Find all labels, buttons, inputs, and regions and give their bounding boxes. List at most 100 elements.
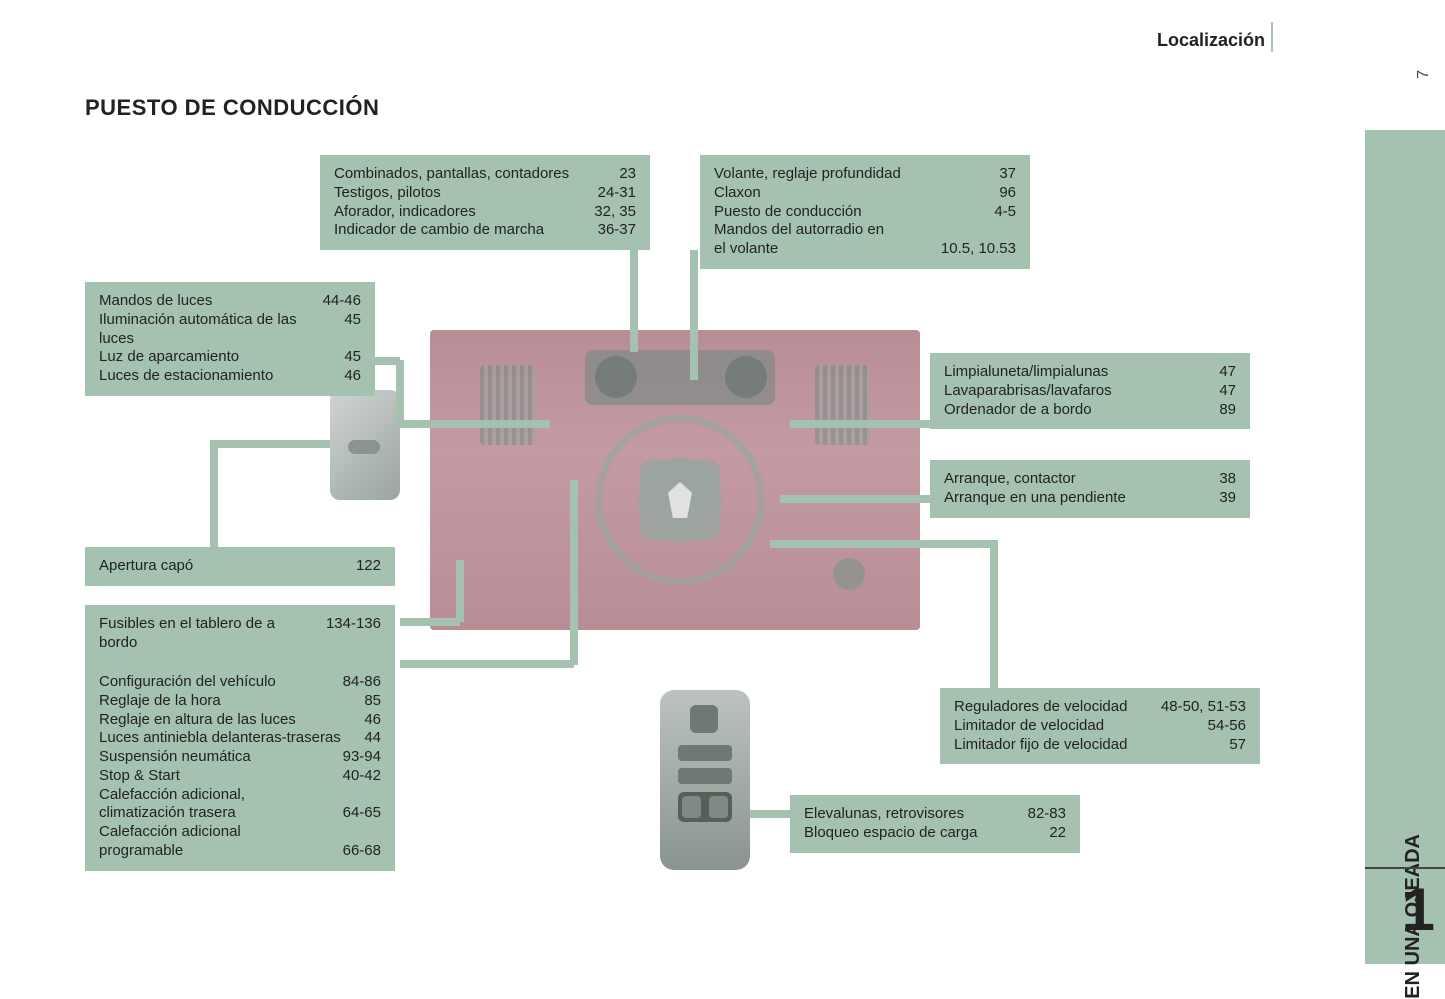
callout-label: Indicador de cambio de marcha [334, 221, 582, 240]
callout-label: Iluminación automática de las luces [99, 311, 328, 349]
callout-label: Mandos del autorradio en [714, 221, 1000, 240]
callout-row: Volante, reglaje profundidad 37 [714, 165, 1016, 184]
callout-pages: 66-68 [343, 842, 381, 861]
callout-row: Indicador de cambio de marcha 36-37 [334, 221, 636, 240]
callout-pages: 134-136 [326, 615, 381, 653]
callout-lights: Mandos de luces 44-46Iluminación automáti… [85, 282, 375, 396]
callout-pages: 10.5, 10.53 [941, 240, 1016, 259]
chapter-number: 1 [1402, 875, 1435, 944]
callout-label: Puesto de conducción [714, 203, 978, 222]
callout-pages: 37 [999, 165, 1016, 184]
callout-pages: 24-31 [598, 184, 636, 203]
callout-pages: 122 [356, 557, 381, 576]
callout-label: Limitador de velocidad [954, 717, 1192, 736]
dashboard-image [430, 330, 920, 630]
callout-label: Limitador fijo de velocidad [954, 736, 1213, 755]
callout-row: Aforador, indicadores32, 35 [334, 203, 636, 222]
connector [570, 480, 578, 665]
callout-label: Fusibles en el tablero de a bordo [99, 615, 310, 653]
connector [790, 420, 930, 428]
callout-pages: 39 [1219, 489, 1236, 508]
callout-row: climatización trasera64-65 [99, 804, 381, 823]
callout-label: Claxon [714, 184, 983, 203]
bonnet-handle-image [330, 390, 400, 500]
callout-label: Calefacción adicional, [99, 786, 365, 805]
callout-pages: 47 [1219, 363, 1236, 382]
connector [780, 495, 930, 503]
callout-pages: 45 [344, 348, 361, 367]
callout-label: Arranque, contactor [944, 470, 1203, 489]
callout-row: Configuración del vehículo84-86 [99, 673, 381, 692]
callout-label: el volante [714, 240, 925, 259]
callout-label: Lavaparabrisas/lavafaros [944, 382, 1203, 401]
callout-row: Reguladores de velocidad 48-50, 51-53 [954, 698, 1246, 717]
callout-pages: 45 [344, 311, 361, 349]
callout-row: Calefacción adicional [99, 823, 381, 842]
callout-label: Apertura capó [99, 557, 340, 576]
callout-label: Calefacción adicional [99, 823, 365, 842]
callout-pages: 46 [364, 711, 381, 730]
connector [400, 420, 550, 428]
callout-label: Luces de estacionamiento [99, 367, 328, 386]
chapter-divider [1365, 867, 1445, 869]
callout-label: Arranque en una pendiente [944, 489, 1203, 508]
callout-row: Fusibles en el tablero de a bordo 134-136 [99, 615, 381, 653]
callout-pages: 40-42 [343, 767, 381, 786]
callout-row: Limpialuneta/limpialunas 47 [944, 363, 1236, 382]
connector [456, 560, 464, 622]
callout-label: Volante, reglaje profundidad [714, 165, 983, 184]
connector [630, 242, 638, 352]
header-divider [1271, 22, 1273, 52]
callout-label: Combinados, pantallas, contadores [334, 165, 603, 184]
callout-row: Lavaparabrisas/lavafaros47 [944, 382, 1236, 401]
page-title: PUESTO DE CONDUCCIÓN [85, 95, 379, 121]
callout-row: Iluminación automática de las luces 45 [99, 311, 361, 349]
callout-label: Testigos, pilotos [334, 184, 582, 203]
callout-pages: 44-46 [323, 292, 361, 311]
callout-label: Elevalunas, retrovisores [804, 805, 1012, 824]
callout-label: Configuración del vehículo [99, 673, 327, 692]
callout-row: el volante 10.5, 10.53 [714, 240, 1016, 259]
callout-label: Ordenador de a bordo [944, 401, 1203, 420]
callout-row: Arranque, contactor38 [944, 470, 1236, 489]
connector [400, 660, 574, 668]
callout-row: Apertura capó 122 [99, 557, 381, 576]
connector [210, 440, 330, 448]
callout-row: Luces antiniebla delanteras-traseras44 [99, 729, 381, 748]
callout-row: Claxon96 [714, 184, 1016, 203]
callout-label: Mandos de luces [99, 292, 307, 311]
connector [750, 810, 790, 818]
callout-pages: 23 [619, 165, 636, 184]
callout-fuses: Fusibles en el tablero de a bordo 134-136 [85, 605, 395, 663]
callout-pages: 4-5 [994, 203, 1016, 222]
callout-row: Mandos del autorradio en [714, 221, 1016, 240]
callout-row: Arranque en una pendiente 39 [944, 489, 1236, 508]
callout-pages: 54-56 [1208, 717, 1246, 736]
callout-row: Luces de estacionamiento 46 [99, 367, 361, 386]
connector [400, 618, 460, 626]
callout-label: Reguladores de velocidad [954, 698, 1145, 717]
callout-row: Limitador de velocidad 54-56 [954, 717, 1246, 736]
callout-pages: 93-94 [343, 748, 381, 767]
callout-pages: 36-37 [598, 221, 636, 240]
callout-row: Mandos de luces 44-46 [99, 292, 361, 311]
callout-pages: 85 [364, 692, 381, 711]
connector [210, 440, 218, 555]
callout-pages: 46 [344, 367, 361, 386]
callout-cruise: Reguladores de velocidad48-50, 51-53Limi… [940, 688, 1260, 764]
callout-pages: 44 [364, 729, 381, 748]
section-header: Localización [1157, 30, 1265, 51]
callout-label: Reglaje de la hora [99, 692, 348, 711]
callout-pages: 64-65 [343, 804, 381, 823]
connector [990, 540, 998, 705]
callout-row: Luz de aparcamiento45 [99, 348, 361, 367]
callout-row: Combinados, pantallas, contadores 23 [334, 165, 636, 184]
window-switch-panel-image [660, 690, 750, 870]
callout-config: Configuración del vehículo84-86Reglaje d… [85, 663, 395, 871]
callout-label: Aforador, indicadores [334, 203, 578, 222]
connector [396, 360, 404, 424]
callout-row: Reglaje en altura de las luces46 [99, 711, 381, 730]
callout-pages: 48-50, 51-53 [1161, 698, 1246, 717]
callout-pages: 89 [1219, 401, 1236, 420]
callout-label: Limpialuneta/limpialunas [944, 363, 1203, 382]
